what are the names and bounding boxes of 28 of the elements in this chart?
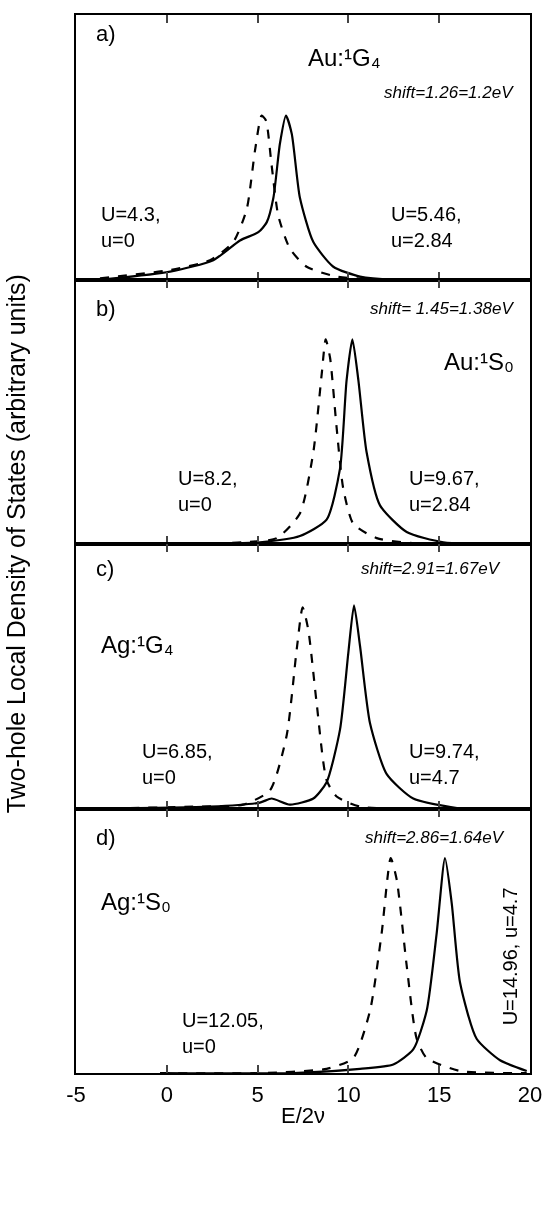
annotation: U=9.67, u=2.84	[409, 467, 480, 515]
x-tick-label: 5	[251, 1081, 264, 1107]
y-axis-title: Two-hole Local Density of States (arbitrary units)	[1, 274, 30, 814]
x-tick-label: 0	[160, 1081, 173, 1107]
text: Au:¹G₄	[308, 44, 381, 71]
text: a)	[96, 21, 116, 46]
x-tick-label: 20	[517, 1081, 543, 1107]
text: shift= 1.45=1.38eV	[370, 299, 515, 318]
x-tick-label: 15	[426, 1081, 452, 1107]
annotation: U=5.46, u=2.84	[391, 203, 462, 251]
annotation: Ag:¹S₀	[101, 888, 171, 915]
annotation: U=6.85, u=0	[142, 740, 213, 788]
annotation: U=8.2, u=0	[178, 467, 238, 515]
annotation: U=12.05, u=0	[182, 1009, 264, 1057]
text: shift=2.86=1.64eV	[365, 828, 505, 847]
annotation: U=4.3, u=0	[101, 203, 161, 251]
x-axis-title: E/2ν	[280, 1102, 326, 1128]
x-tick-label: 10	[336, 1081, 361, 1107]
x-tick-label: -5	[66, 1081, 86, 1107]
text: d)	[96, 825, 116, 850]
annotation: Au:¹S₀	[444, 348, 514, 375]
annotation: Ag:¹G₄	[101, 631, 174, 658]
text: b)	[96, 296, 116, 321]
annotation: U=9.74, u=4.7	[409, 740, 480, 788]
text: shift=2.91=1.67eV	[361, 559, 501, 578]
text: c)	[96, 556, 115, 581]
text: shift=1.26=1.2eV	[384, 83, 515, 102]
annotation: U=14.96, u=4.7	[498, 887, 521, 1026]
